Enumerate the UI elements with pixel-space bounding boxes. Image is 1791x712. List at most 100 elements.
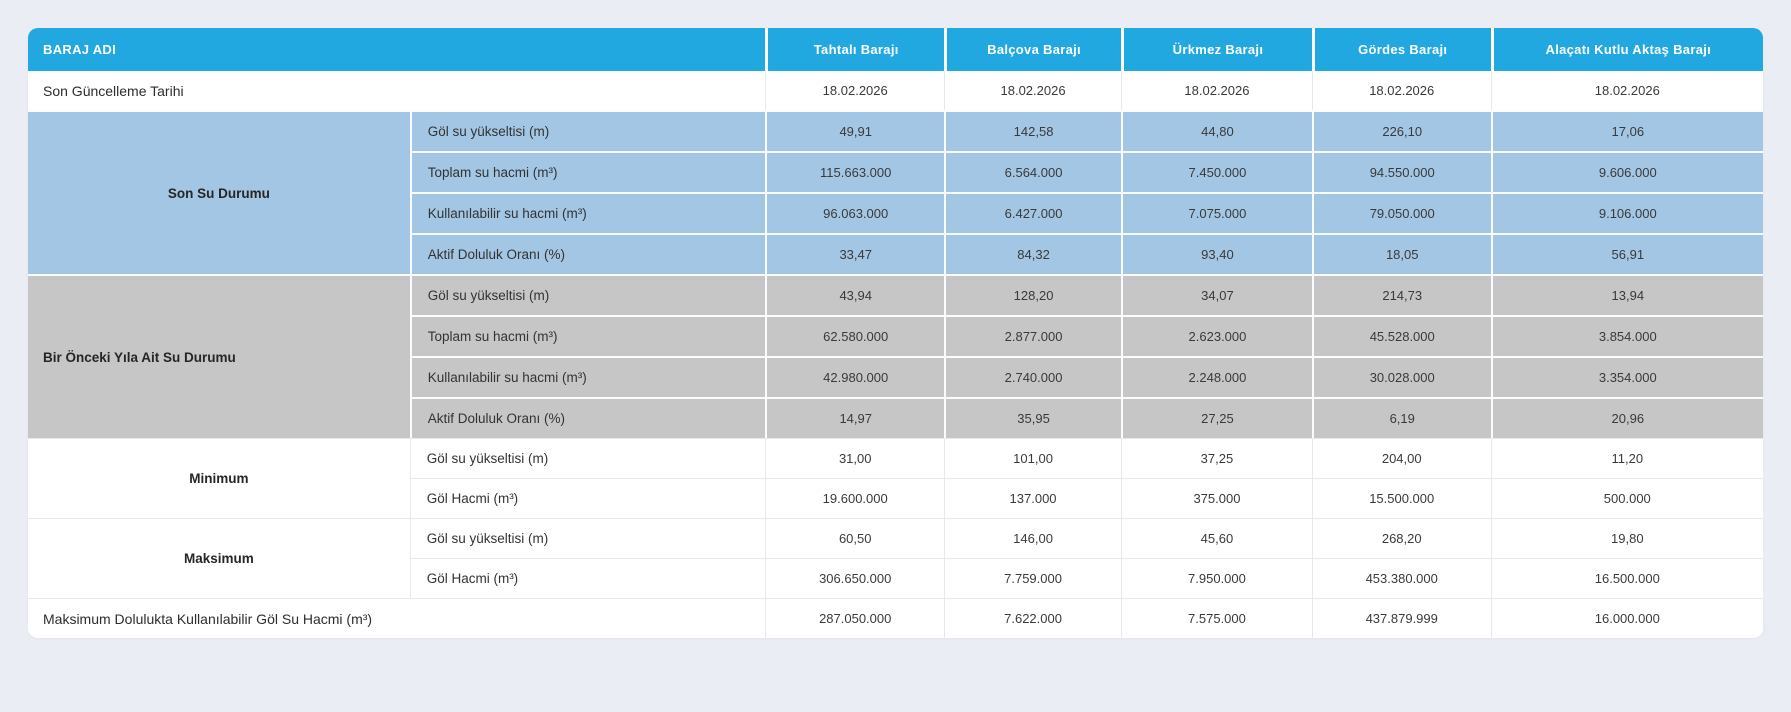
update-date-value: 18.02.2026 [944,71,1122,110]
cell-value: 214,73 [1311,274,1491,315]
cell-value: 16.500.000 [1490,558,1763,598]
table-title-cell: BARAJ ADI [28,28,766,71]
cell-value: 56,91 [1490,233,1763,274]
row-label: Toplam su hacmi (m³) [409,315,766,356]
section-title: Minimum [28,438,410,518]
section-title: Maksimum [28,518,410,598]
cell-value: 287.050.000 [765,598,945,638]
cell-value: 11,20 [1490,438,1763,478]
cell-value: 268,20 [1311,518,1491,558]
table-row: Toplam su hacmi (m³) 115.663.000 6.564.000… [28,151,1763,192]
update-date-value: 18.02.2026 [1490,71,1763,110]
dam-column-header: Alaçatı Kutlu Aktaş Barajı [1490,28,1763,71]
cell-value: 2.248.000 [1121,356,1312,397]
cell-value: 60,50 [765,518,945,558]
section-title: Son Su Durumu [28,110,410,274]
cell-value: 101,00 [944,438,1122,478]
cell-value: 2.877.000 [944,315,1122,356]
cell-value: 3.354.000 [1490,356,1763,397]
cell-value: 128,20 [944,274,1122,315]
cell-value: 375.000 [1121,478,1312,518]
cell-value: 7.950.000 [1121,558,1312,598]
cell-value: 7.450.000 [1121,151,1312,192]
cell-value: 79.050.000 [1311,192,1491,233]
row-label: Göl su yükseltisi (m) [409,110,766,151]
cell-value: 27,25 [1121,397,1312,438]
row-label: Göl su yükseltisi (m) [409,274,766,315]
cell-value: 7.759.000 [944,558,1122,598]
update-date-value: 18.02.2026 [1121,71,1312,110]
cell-value: 13,94 [1490,274,1763,315]
update-date-row: Son Güncelleme Tarihi 18.02.2026 18.02.202… [28,71,1763,110]
dam-column-header: Gördes Barajı [1311,28,1491,71]
footer-row: Maksimum Dolulukta Kullanılabilir Göl Su… [28,598,1763,638]
cell-value: 2.623.000 [1121,315,1312,356]
cell-value: 19.600.000 [765,478,945,518]
cell-value: 204,00 [1311,438,1491,478]
table-row: Göl Hacmi (m³) 306.650.000 7.759.000 7.950.… [28,558,1763,598]
update-date-value: 18.02.2026 [765,71,945,110]
cell-value: 7.575.000 [1121,598,1312,638]
cell-value: 62.580.000 [765,315,945,356]
cell-value: 49,91 [765,110,945,151]
cell-value: 45.528.000 [1311,315,1491,356]
dam-column-header: Balçova Barajı [944,28,1122,71]
row-label: Kullanılabilir su hacmi (m³) [409,356,766,397]
cell-value: 93,40 [1121,233,1312,274]
cell-value: 6.564.000 [944,151,1122,192]
dam-status-table: BARAJ ADI Tahtalı Barajı Balçova Barajı Ürk… [28,28,1763,638]
cell-value: 7.075.000 [1121,192,1312,233]
cell-value: 18,05 [1311,233,1491,274]
cell-value: 306.650.000 [765,558,945,598]
dam-column-header: Tahtalı Barajı [765,28,945,71]
row-label: Aktif Doluluk Oranı (%) [409,397,766,438]
cell-value: 9.606.000 [1490,151,1763,192]
update-date-value: 18.02.2026 [1311,71,1491,110]
cell-value: 6.427.000 [944,192,1122,233]
cell-value: 115.663.000 [765,151,945,192]
row-label: Göl su yükseltisi (m) [409,438,766,478]
table-row: Son Su Durumu Göl su yükseltisi (m) 49,91 1… [28,110,1763,274]
table-header: BARAJ ADI Tahtalı Barajı Balçova Barajı Ürk… [28,28,1763,71]
row-label: Göl su yükseltisi (m) [409,518,766,558]
cell-value: 16.000.000 [1490,598,1763,638]
table-row: Göl Hacmi (m³) 19.600.000 137.000 375.000 15… [28,478,1763,518]
cell-value: 31,00 [765,438,945,478]
row-label: Göl Hacmi (m³) [409,558,766,598]
table-row: Maksimum Göl su yükseltisi (m) 60,50 146,00… [28,518,1763,598]
update-date-label: Son Güncelleme Tarihi [28,71,766,110]
table-row: Bir Önceki Yıla Ait Su Durumu Göl su yüks… [28,274,1763,438]
cell-value: 14,97 [765,397,945,438]
cell-value: 9.106.000 [1490,192,1763,233]
table-row: Aktif Doluluk Oranı (%) 33,47 84,32 93,40 18… [28,233,1763,274]
cell-value: 44,80 [1121,110,1312,151]
cell-value: 500.000 [1490,478,1763,518]
table-row: Kullanılabilir su hacmi (m³) 42.980.000 2.… [28,356,1763,397]
table-row: Toplam su hacmi (m³) 62.580.000 2.877.000 2… [28,315,1763,356]
row-label: Kullanılabilir su hacmi (m³) [409,192,766,233]
cell-value: 142,58 [944,110,1122,151]
cell-value: 17,06 [1490,110,1763,151]
cell-value: 437.879.999 [1311,598,1491,638]
table-row: Kullanılabilir su hacmi (m³) 96.063.000 6.… [28,192,1763,233]
row-label: Toplam su hacmi (m³) [409,151,766,192]
cell-value: 84,32 [944,233,1122,274]
table-body: Son Güncelleme Tarihi 18.02.2026 18.02.202… [28,71,1763,638]
cell-value: 3.854.000 [1490,315,1763,356]
cell-value: 42.980.000 [765,356,945,397]
cell-value: 96.063.000 [765,192,945,233]
table-row: Minimum Göl su yükseltisi (m) 31,00 101,00 3… [28,438,1763,518]
cell-value: 94.550.000 [1311,151,1491,192]
cell-value: 6,19 [1311,397,1491,438]
cell-value: 43,94 [765,274,945,315]
table-row: Aktif Doluluk Oranı (%) 14,97 35,95 27,25 6,… [28,397,1763,438]
cell-value: 35,95 [944,397,1122,438]
cell-value: 37,25 [1121,438,1312,478]
cell-value: 19,80 [1490,518,1763,558]
dam-column-header: Ürkmez Barajı [1121,28,1312,71]
row-label: Aktif Doluluk Oranı (%) [409,233,766,274]
header-row: BARAJ ADI Tahtalı Barajı Balçova Barajı Ürk… [28,28,1763,71]
cell-value: 146,00 [944,518,1122,558]
cell-value: 20,96 [1490,397,1763,438]
cell-value: 30.028.000 [1311,356,1491,397]
